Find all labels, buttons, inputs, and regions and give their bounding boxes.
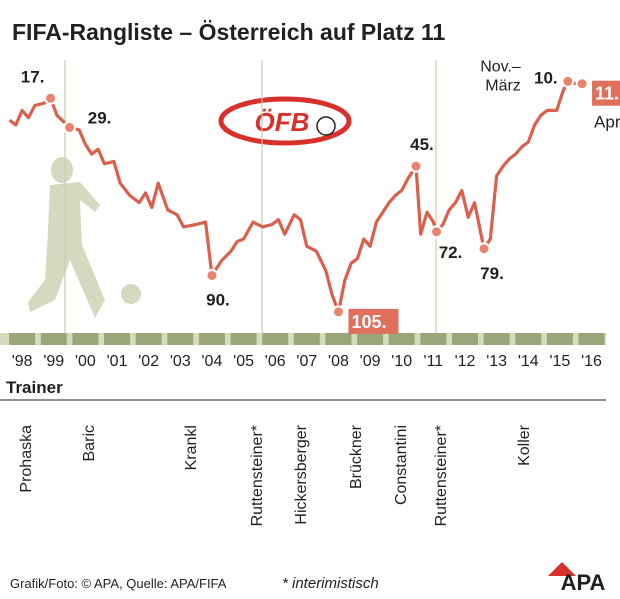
annotation-label: 79.: [480, 264, 504, 283]
x-tick-label: '98: [12, 353, 33, 370]
x-tick-block: [40, 333, 67, 345]
x-tick-block: [515, 333, 542, 345]
chart-title: FIFA-Rangliste – Österreich auf Platz 11: [12, 19, 446, 45]
x-tick-label: '07: [296, 353, 317, 370]
x-tick-block: [293, 333, 320, 345]
x-tick-label: '15: [549, 353, 570, 370]
x-tick-label: '13: [486, 353, 507, 370]
rank-line: [8, 79, 582, 314]
highlight-marker: [331, 305, 345, 319]
x-tick-block: [167, 333, 194, 345]
x-tick-block: [198, 333, 225, 345]
annotation-note: Nov.– März: [480, 58, 521, 94]
x-tick-block: [230, 333, 257, 345]
x-tick-block: [72, 333, 99, 345]
x-tick-block: [578, 333, 605, 345]
x-tick-label: '01: [107, 353, 128, 370]
highlight-marker: [44, 91, 58, 105]
x-tick-block: [546, 333, 573, 345]
x-tick-label: '02: [138, 353, 159, 370]
x-tick-block: [420, 333, 447, 345]
annotation-label: 72.: [439, 243, 463, 262]
highlight-marker: [561, 74, 575, 88]
note-line: März: [485, 77, 521, 94]
x-tick-block: [135, 333, 162, 345]
apa-logo: APA: [548, 562, 606, 595]
x-tick-label: '12: [455, 353, 476, 370]
annotation-label: 17.: [21, 67, 45, 86]
player-silhouette: [28, 157, 141, 318]
trainer-name: Prohaska: [18, 425, 35, 493]
trainer-name: Ruttensteiner*: [433, 425, 450, 526]
annotation-label: 29.: [88, 108, 112, 127]
trainer-name: Ruttensteiner*: [249, 425, 266, 526]
annotation-label: 45.: [410, 135, 434, 154]
trainer-name: Constantini: [393, 425, 410, 505]
logo-text: ÖFB: [255, 107, 310, 137]
annotation-note: April: [594, 113, 620, 132]
annotation-label: 10.: [534, 68, 558, 87]
highlight-marker: [63, 120, 77, 134]
x-tick-block: [483, 333, 510, 345]
trainer-name: Koller: [516, 424, 533, 466]
footnote: * interimistisch: [282, 575, 379, 592]
x-tick-block: [262, 333, 289, 345]
x-tick-block: [452, 333, 478, 345]
annotation-label: 105.: [351, 312, 386, 332]
source: Grafik/Foto: © APA, Quelle: APA/FIFA: [10, 576, 227, 591]
oefb-logo: ÖFB: [218, 96, 352, 146]
x-tick-block: [357, 333, 384, 345]
trainer-name: Baric: [81, 425, 98, 461]
x-tick-label: '03: [170, 353, 191, 370]
highlight-marker: [205, 268, 219, 282]
x-tick-label: '04: [202, 353, 223, 370]
x-tick-label: '16: [581, 353, 602, 370]
trainer-separators: [64, 60, 437, 345]
highlight-marker: [409, 159, 423, 173]
x-tick-label: '99: [43, 353, 64, 370]
annotation-label: 11.: [595, 84, 619, 104]
x-tick-label: '00: [75, 353, 96, 370]
highlight-marker: [575, 77, 589, 91]
highlight-marker: [477, 242, 491, 256]
x-tick-label: '10: [391, 353, 412, 370]
trainer-name: Brückner: [348, 424, 365, 489]
x-tick-block: [9, 333, 36, 345]
x-tick-label: '14: [518, 353, 539, 370]
x-tick-block: [325, 333, 352, 345]
label-box: [592, 80, 620, 106]
brand: APA: [561, 570, 606, 595]
x-tick-block: [104, 333, 131, 345]
trainer-name: Hickersberger: [293, 424, 310, 524]
label-box: [348, 308, 399, 334]
x-tick-label: '08: [328, 353, 349, 370]
x-tick-block: [388, 333, 415, 345]
x-tick-label: '05: [233, 353, 254, 370]
annotation-label: 90.: [206, 290, 230, 309]
highlight-marker: [430, 225, 444, 239]
trainer-name: Krankl: [183, 425, 200, 470]
note-line: Nov.–: [480, 58, 521, 75]
x-tick-label: '06: [265, 353, 286, 370]
x-tick-label: '11: [424, 353, 444, 370]
trainer-heading: Trainer: [6, 378, 63, 397]
x-tick-label: '09: [360, 353, 381, 370]
